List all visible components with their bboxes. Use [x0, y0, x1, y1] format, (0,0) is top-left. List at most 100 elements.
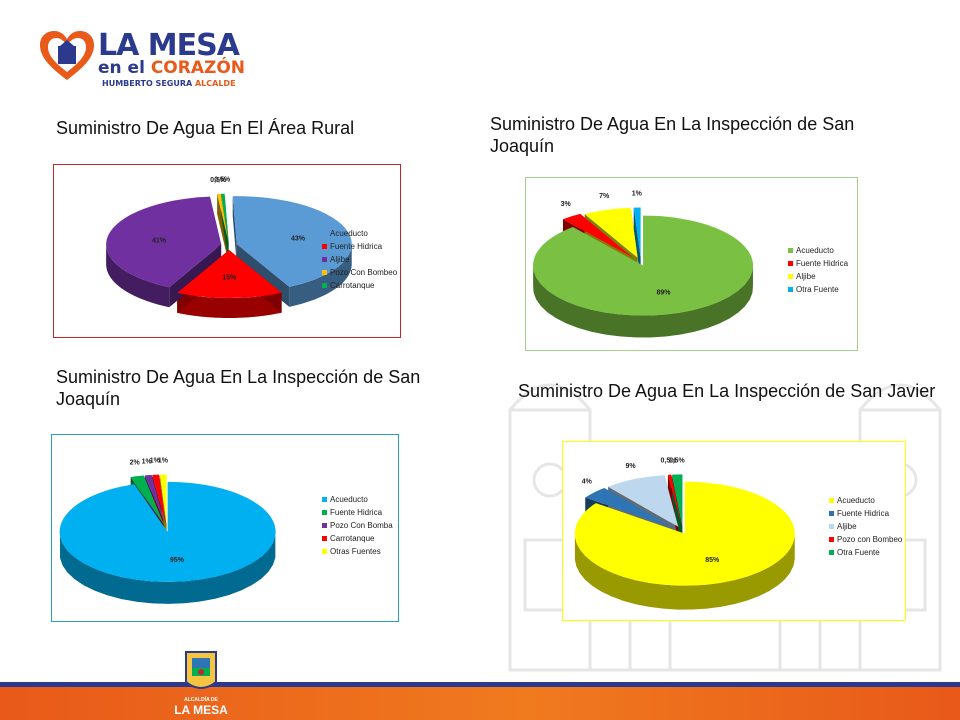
- pie-data-label: 1%: [632, 191, 643, 198]
- legend-swatch: [829, 524, 834, 529]
- legend-swatch: [788, 287, 793, 292]
- legend-swatch: [322, 549, 327, 554]
- legend-label: Pozo Con Bomba: [330, 521, 393, 530]
- pie-slice-otra-fuente: [633, 207, 641, 258]
- pie-slice-wall: [232, 196, 237, 265]
- pie-data-label: 1%: [142, 458, 153, 465]
- pie-slice-fuente-hidrica: [563, 213, 634, 258]
- pie-slice-pozo-con-bomba: [144, 474, 166, 525]
- legend-label: Otra Fuente: [837, 548, 880, 557]
- pie-chart-san-javier: 85% 4% 9% 0,5% 1,5% Acueducto Fuente Hidrica Al…: [562, 441, 906, 621]
- pie-slice-pozo-con-bombeo: [667, 474, 682, 527]
- legend-label: Aljibe: [796, 272, 816, 281]
- legend-swatch: [322, 244, 327, 249]
- legend-swatch: [322, 270, 327, 275]
- pie-data-label: 15%: [222, 274, 237, 281]
- pie-slice-carrotanque: [152, 474, 166, 525]
- pie-data-label: 3%: [561, 201, 572, 208]
- pie-slice-carrotanque: [220, 193, 229, 242]
- pie-chart-san-joaquin-1: 89% 3% 7% 1% Acueducto Fuente Hidrica Aljibe Ot…: [525, 177, 858, 351]
- legend-label: Carrotanque: [330, 281, 375, 290]
- pie-slice-wall: [633, 207, 641, 280]
- pie-data-label: 4%: [582, 479, 593, 486]
- pie-slice-side: [177, 292, 282, 319]
- pie-data-label: 9%: [626, 463, 637, 470]
- pie-slice-side: [60, 535, 276, 604]
- footer-name: LA MESA: [174, 703, 228, 717]
- chart-title-san-joaquin-1: Suministro De Agua En La Inspección de S…: [490, 114, 855, 156]
- footer-bar: [0, 682, 960, 720]
- legend-swatch: [829, 550, 834, 555]
- pie-data-label: 89%: [657, 289, 672, 296]
- legend-swatch: [322, 510, 327, 515]
- pie-slice-fuente-hidrica: [585, 488, 675, 529]
- pie-svg: 85% 4% 9% 0,5%1,5%: [574, 457, 795, 610]
- pie-data-label: 0,5%: [661, 458, 678, 465]
- chart-title-rural: Suministro De Agua En El Área Rural: [56, 118, 355, 138]
- pie-slice-otras-fuentes: [159, 474, 167, 525]
- pie-slice-fuente-hidrica: [130, 475, 165, 525]
- legend-label: Pozo con Bombeo: [837, 535, 903, 544]
- legend-swatch: [322, 523, 327, 528]
- legend-label: Acueducto: [330, 229, 368, 238]
- pie-data-label: 1%: [158, 457, 169, 464]
- legend-label: Fuente Hidrica: [837, 509, 890, 518]
- legend-label: Aljibe: [330, 255, 350, 264]
- pie-slice-side: [106, 244, 170, 308]
- la-mesa-logo: LA MESA en el CORAZÓN HUMBERTO SEGURA AL…: [38, 28, 245, 90]
- pie-data-label: 1%: [150, 458, 161, 465]
- pie-data-label: 95%: [170, 557, 185, 564]
- pie-data-label: 41%: [152, 238, 167, 245]
- pie-chart-san-joaquin-2: 95% 2% 1% 1% 1% Acueducto Fuente Hidrica Pozo C…: [51, 434, 399, 622]
- pie-data-label: 85%: [705, 557, 720, 564]
- pie-svg: 43% 15% 41% 0,5%0,5%: [106, 177, 352, 319]
- legend-label: Fuente Hidrica: [796, 259, 849, 268]
- legend-label: Carrotanque: [330, 534, 375, 543]
- pie-data-label: 7%: [599, 193, 610, 200]
- legend-label: Acueducto: [837, 496, 875, 505]
- pie-slice-acueducto: [533, 215, 754, 316]
- pie-svg: 89% 3% 7% 1%: [533, 191, 754, 338]
- legend-label: Acueducto: [330, 495, 368, 504]
- legend-label: Acueducto: [796, 246, 834, 255]
- legend-swatch: [322, 257, 327, 262]
- chart-title-san-javier: Suministro De Agua En La Inspección de S…: [518, 381, 936, 401]
- legend-swatch: [322, 283, 327, 288]
- pie-slice-aljibe: [106, 196, 222, 288]
- legend-label: Otras Fuentes: [330, 547, 381, 556]
- pie-data-label: 0,5%: [210, 177, 227, 184]
- pie-chart-rural: 43% 15% 41% 0,5% 0,5% Acueducto Fuente Hidrica…: [53, 164, 401, 338]
- legend-swatch: [829, 511, 834, 516]
- pie-slice-side: [533, 263, 753, 338]
- pie-data-label: 1,5%: [669, 457, 686, 464]
- pie-slice-side: [574, 535, 795, 610]
- legend-swatch: [322, 536, 327, 541]
- legend-label: Otra Fuente: [796, 285, 839, 294]
- legend-swatch: [322, 497, 327, 502]
- legend-label: Aljibe: [837, 522, 857, 531]
- legend-swatch: [788, 274, 793, 279]
- logo-subtitle: en el CORAZÓN: [98, 58, 246, 78]
- pie-slice-otra-fuente: [672, 474, 683, 527]
- legend-swatch: [788, 248, 793, 253]
- pie-slice-acueducto: [59, 481, 276, 582]
- pie-slice-wall: [217, 193, 229, 262]
- pie-data-label: 43%: [291, 236, 306, 243]
- pie-slice-fuente-hidrica: [177, 250, 282, 299]
- pie-data-label: 0,5%: [214, 177, 231, 184]
- legend-swatch: [788, 261, 793, 266]
- pie-slice-aljibe: [608, 475, 679, 527]
- pie-slice-aljibe: [584, 207, 638, 258]
- pie-slice-acueducto: [574, 481, 795, 586]
- legend-swatch: [829, 498, 834, 503]
- legend-swatch: [829, 537, 834, 542]
- pie-slice-pozo-con-bombeo: [217, 193, 229, 242]
- pie-svg: 95%2% 1%1%1%: [59, 457, 276, 604]
- pie-slice-side: [289, 244, 352, 307]
- legend-label: Fuente Hidrica: [330, 508, 383, 517]
- legend-label: Fuente Hidrica: [330, 242, 383, 251]
- footer-label: ALCALDÍA DE: [184, 697, 218, 703]
- coat-of-arms-icon: [185, 651, 217, 689]
- heart-icon: [40, 31, 94, 80]
- legend-label: Pozo Con Bombeo: [330, 268, 398, 277]
